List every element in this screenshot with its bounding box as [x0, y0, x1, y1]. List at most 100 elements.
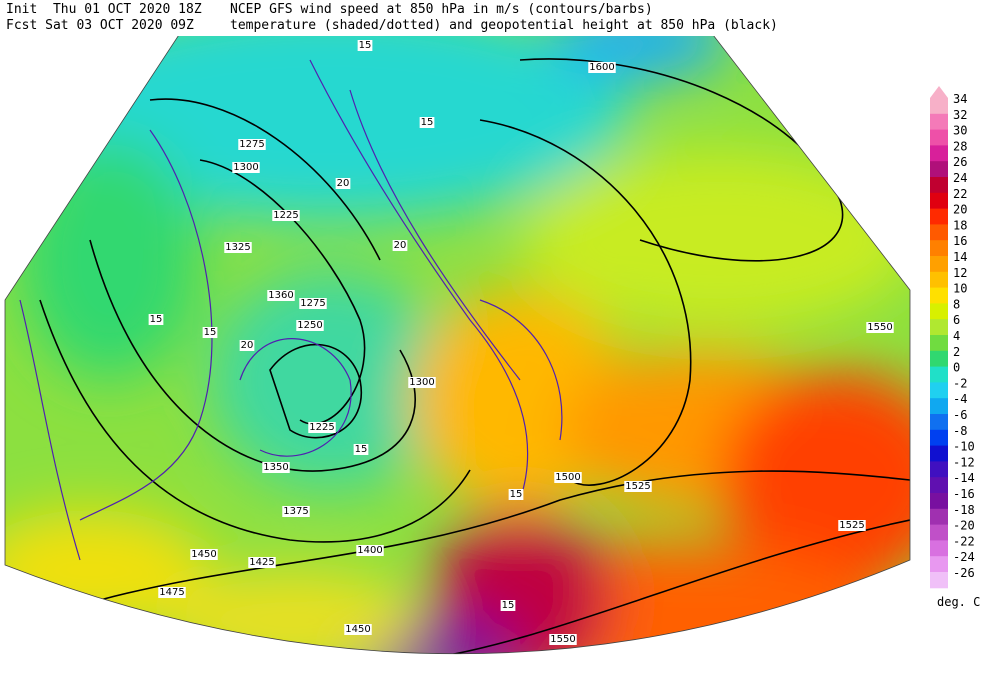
- map-label-bg: [353, 444, 369, 455]
- map-label-bg: [344, 624, 372, 635]
- map-label-bg: [838, 520, 866, 531]
- map-label-bg: [148, 314, 164, 325]
- map-label: 20: [394, 240, 407, 251]
- map-label: 15: [510, 489, 523, 500]
- map-label: 1500: [555, 472, 580, 483]
- map-label-bg: [500, 600, 516, 611]
- colorbar-swatch: [930, 161, 948, 178]
- map-label-bg: [508, 489, 524, 500]
- colorbar-swatch: [930, 224, 948, 241]
- colorbar-label: 34: [953, 92, 967, 106]
- colorbar-label: 28: [953, 139, 967, 153]
- map-label: 1350: [263, 462, 288, 473]
- map-label-bg: [419, 117, 435, 128]
- colorbar-label: 16: [953, 234, 967, 248]
- colorbar-label: 24: [953, 171, 967, 185]
- map-label: 1250: [297, 320, 322, 331]
- colorbar-swatch: [930, 477, 948, 494]
- map-label-bg: [308, 422, 336, 433]
- map-label-bg: [190, 549, 218, 560]
- colorbar-swatch: [930, 508, 948, 526]
- map: [5, 18, 910, 654]
- colorbar-label: 0: [953, 361, 960, 375]
- colorbar-label: 30: [953, 124, 967, 138]
- colorbar-swatch: [930, 398, 948, 415]
- colorbar-label: -16: [953, 487, 975, 501]
- colorbar-label: -2: [953, 376, 967, 390]
- colorbar-swatch: [930, 572, 948, 589]
- colorbar-unit: deg. C: [937, 595, 980, 609]
- colorbar-swatch: [930, 382, 948, 399]
- map-label: 20: [241, 340, 254, 351]
- map-label-bg: [232, 162, 260, 173]
- colorbar-label: -12: [953, 455, 975, 469]
- colorbar-label: 4: [953, 329, 960, 343]
- colorbar-label: -26: [953, 566, 975, 580]
- map-label: 1375: [283, 506, 308, 517]
- colorbar-swatch: [930, 208, 948, 225]
- fcst-label: Fcst Sat 03 OCT 2020 09Z: [6, 18, 194, 33]
- colorbar-swatch: [930, 240, 948, 257]
- colorbar-label: 22: [953, 187, 967, 201]
- map-label: 1525: [625, 481, 650, 492]
- map-label-bg: [262, 462, 290, 473]
- map-label-bg: [299, 298, 327, 309]
- colorbar-label: -6: [953, 408, 967, 422]
- colorbar-swatch: [930, 98, 948, 115]
- map-label: 1225: [273, 210, 298, 221]
- map-label-bg: [248, 557, 276, 568]
- map-label: 1425: [249, 557, 274, 568]
- colorbar-swatch: [930, 113, 948, 131]
- colorbar-label: 10: [953, 282, 967, 296]
- map-label-bg: [282, 506, 310, 517]
- map-label-bg: [239, 340, 255, 351]
- map-label-bg: [624, 481, 652, 492]
- map-label-bg: [866, 322, 894, 333]
- colorbar-swatch: [930, 493, 948, 510]
- title-line: temperature (shaded/dotted) and geopoten…: [230, 18, 778, 33]
- colorbar-swatch: [930, 129, 948, 146]
- colorbar-swatch: [930, 192, 948, 210]
- colorbar: 3432302826242220181614121086420-2-4-6-8-…: [930, 86, 975, 589]
- map-label: 1450: [345, 624, 370, 635]
- colorbar-swatch: [930, 366, 948, 383]
- map-label: 15: [359, 40, 372, 51]
- map-label: 15: [421, 117, 434, 128]
- colorbar-arrow: [930, 86, 948, 98]
- colorbar-label: 18: [953, 218, 967, 232]
- colorbar-label: 20: [953, 203, 967, 217]
- colorbar-swatch: [930, 429, 948, 447]
- colorbar-swatch: [930, 556, 948, 573]
- title-line: NCEP GFS wind speed at 850 hPa in m/s (c…: [230, 2, 653, 17]
- colorbar-label: 32: [953, 108, 967, 122]
- colorbar-swatch: [930, 287, 948, 304]
- map-label: 1275: [239, 139, 264, 150]
- map-label-bg: [238, 139, 266, 150]
- map-label: 1550: [867, 322, 892, 333]
- colorbar-swatch: [930, 145, 948, 162]
- colorbar-swatch: [930, 256, 948, 273]
- colorbar-label: 8: [953, 297, 960, 311]
- colorbar-label: 6: [953, 313, 960, 327]
- map-label: 15: [204, 327, 217, 338]
- map-label-bg: [224, 242, 252, 253]
- init-label: Init Thu 01 OCT 2020 18Z: [6, 2, 202, 17]
- map-label-bg: [554, 472, 582, 483]
- map-label-bg: [296, 320, 324, 331]
- colorbar-label: -20: [953, 519, 975, 533]
- map-label: 1525: [839, 520, 864, 531]
- colorbar-swatch: [930, 177, 948, 194]
- map-label-bg: [588, 62, 616, 73]
- map-label: 1300: [233, 162, 258, 173]
- colorbar-swatch: [930, 540, 948, 557]
- colorbar-label: -22: [953, 534, 975, 548]
- colorbar-swatch: [930, 303, 948, 320]
- map-label: 1360: [268, 290, 293, 301]
- colorbar-swatch: [930, 271, 948, 289]
- colorbar-label: -18: [953, 503, 975, 517]
- map-label: 1450: [191, 549, 216, 560]
- colorbar-label: 12: [953, 266, 967, 280]
- map-label-bg: [549, 634, 577, 645]
- map-label: 15: [150, 314, 163, 325]
